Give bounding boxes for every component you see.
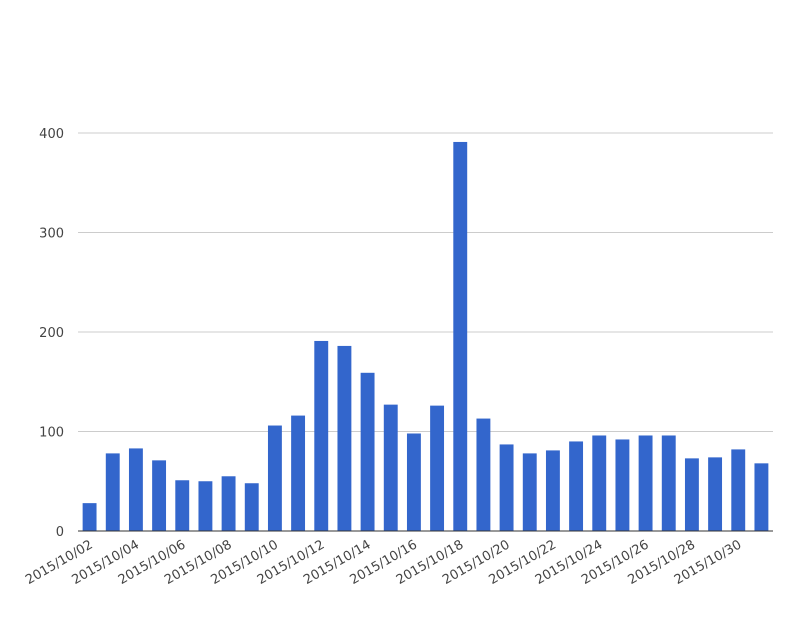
bar xyxy=(291,415,306,531)
bar xyxy=(221,476,236,531)
bar xyxy=(453,141,468,531)
bar xyxy=(731,449,746,531)
bar xyxy=(545,450,560,531)
bar xyxy=(615,439,630,531)
bar xyxy=(82,503,97,531)
bar xyxy=(267,425,282,531)
bar xyxy=(522,453,537,531)
bar xyxy=(661,435,676,531)
bar xyxy=(754,463,769,531)
bar xyxy=(638,435,653,531)
y-tick-label: 0 xyxy=(56,525,64,540)
bar xyxy=(105,453,120,531)
bar xyxy=(360,372,375,531)
y-tick-label: 100 xyxy=(39,426,64,441)
bar xyxy=(499,444,514,531)
bar xyxy=(128,448,143,531)
bar xyxy=(314,340,329,531)
bar xyxy=(476,418,491,531)
y-tick-label: 400 xyxy=(39,127,64,142)
bar xyxy=(198,481,213,531)
bar xyxy=(708,457,723,531)
bar xyxy=(592,435,607,531)
bar xyxy=(337,345,352,531)
bar xyxy=(244,483,259,531)
bar xyxy=(175,480,190,531)
y-tick-label: 300 xyxy=(39,227,64,242)
bar xyxy=(430,405,445,531)
bar xyxy=(152,460,167,531)
y-tick-label: 200 xyxy=(39,326,64,341)
bar xyxy=(383,404,398,531)
bar xyxy=(569,441,584,531)
bar xyxy=(684,458,699,531)
bar xyxy=(406,433,421,531)
